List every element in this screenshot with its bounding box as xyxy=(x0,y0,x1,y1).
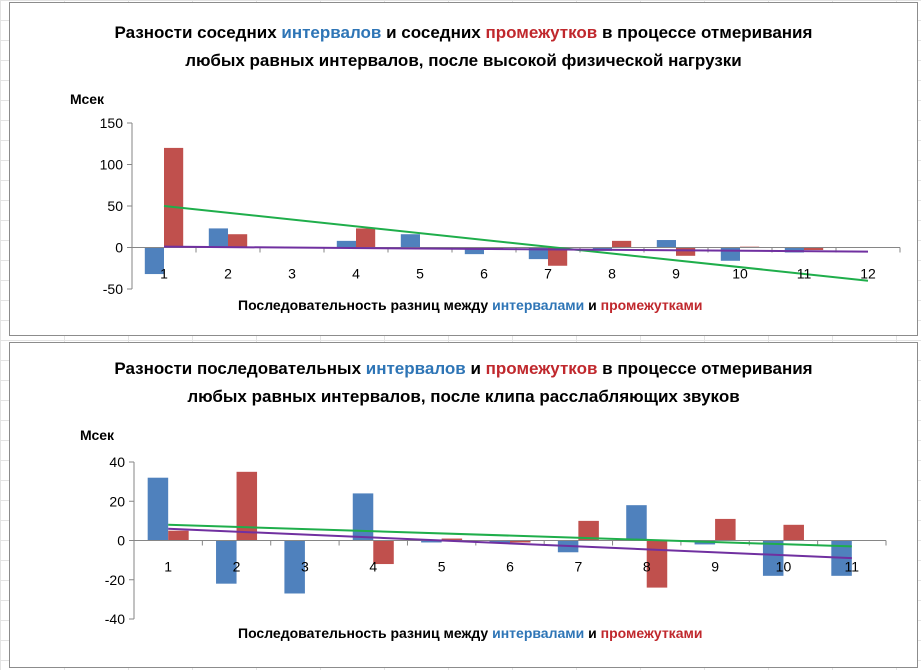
x-tick-label-top: 3 xyxy=(288,266,296,282)
title-intervals-word: интервалов xyxy=(281,23,382,42)
title-text: Разности соседних xyxy=(114,23,282,42)
gap-bar-bottom xyxy=(441,538,463,541)
interval-bar-top xyxy=(720,247,740,261)
chart-plot-bottom: -40 -20 0 20 40 1 2 3 4 5 6 7 8 9 10 11 xyxy=(105,454,887,627)
x-tick-label-bottom: 4 xyxy=(369,559,377,575)
trendline-trend_green-bottom xyxy=(168,523,852,548)
chart-title-top: Разности соседних интервалов и соседних … xyxy=(10,19,917,75)
x-tick-label-bottom: 9 xyxy=(711,559,719,575)
x-tick-label-top: 7 xyxy=(544,266,552,282)
x-tick-label-top: 8 xyxy=(608,266,616,282)
x-tick-label-top: 5 xyxy=(416,266,424,282)
y-tick-label-bottom: -20 xyxy=(105,572,125,588)
title-text: в процессе отмеривания любых равных инте… xyxy=(185,23,813,70)
interval-bar-bottom xyxy=(626,505,647,541)
y-unit-label-top: Мсек xyxy=(70,91,105,107)
xtitle-text: Последовательность разниц между xyxy=(238,625,493,641)
x-tick-label-bottom: 5 xyxy=(438,559,446,575)
x-tick-label-bottom: 1 xyxy=(164,559,172,575)
gap-bar-top xyxy=(228,234,248,248)
title-gaps-word: промежутков xyxy=(485,359,598,378)
interval-bar-bottom xyxy=(489,540,510,543)
x-tick-label-bottom: 3 xyxy=(301,559,309,575)
interval-bar-bottom xyxy=(762,540,784,576)
xtitle-intervals-word: интервалами xyxy=(492,297,585,313)
interval-bar-bottom xyxy=(216,540,237,584)
gap-bar-bottom xyxy=(715,518,736,541)
x-tick-label-top: 1 xyxy=(160,266,168,282)
x-axis-title-top: Последовательность разниц между интервал… xyxy=(238,297,702,313)
gap-bar-bottom xyxy=(646,540,668,588)
x-tick-label-bottom: 11 xyxy=(845,559,860,575)
interval-bar-top xyxy=(144,247,164,275)
gap-bar-bottom xyxy=(510,540,531,543)
interval-bar-top xyxy=(208,228,228,248)
x-tick-label-bottom: 8 xyxy=(643,559,651,575)
title-gaps-word: промежутков xyxy=(485,23,598,42)
x-tick-label-top: 4 xyxy=(352,266,360,282)
interval-bar-top xyxy=(400,234,420,248)
interval-bar-top xyxy=(528,247,548,260)
y-tick-label-top: -50 xyxy=(103,281,123,297)
gap-bar-bottom xyxy=(373,540,394,565)
xtitle-intervals-word: интервалами xyxy=(492,625,585,641)
title-text: и xyxy=(465,359,486,378)
x-tick-label-top: 6 xyxy=(480,266,488,282)
y-tick-label-bottom: -40 xyxy=(105,611,125,627)
gap-bar-bottom xyxy=(578,520,599,541)
x-axis-title-bottom: Последовательность разниц между интервал… xyxy=(238,625,702,641)
interval-bar-bottom xyxy=(284,540,305,594)
interval-bar-top xyxy=(464,247,484,255)
gap-bar-top xyxy=(164,147,184,248)
x-tick-label-top: 12 xyxy=(860,266,876,282)
x-tick-label-bottom: 7 xyxy=(574,559,582,575)
trendline-trend_purple-bottom xyxy=(168,527,852,560)
title-intervals-word: интервалов xyxy=(365,359,466,378)
xtitle-text: Последовательность разниц между xyxy=(238,297,493,313)
y-tick-label-bottom: 20 xyxy=(109,493,125,509)
xtitle-gaps-word: промежутками xyxy=(600,625,703,641)
interval-bar-top xyxy=(784,247,804,253)
gap-bar-bottom xyxy=(783,524,804,541)
xtitle-text: и xyxy=(584,297,601,313)
y-tick-label-bottom: 0 xyxy=(117,533,125,549)
interval-bar-bottom xyxy=(147,477,169,541)
gap-bar-top xyxy=(612,240,632,248)
gap-bar-bottom xyxy=(236,471,258,541)
title-text: Разности последовательных xyxy=(114,359,366,378)
title-text: в процессе отмеривания любых равных инте… xyxy=(187,359,813,406)
xtitle-text: и xyxy=(584,625,601,641)
gap-bar-top xyxy=(804,247,824,250)
chart-panel-top: Разности соседних интервалов и соседних … xyxy=(9,2,918,336)
title-text: и соседних xyxy=(381,23,486,42)
chart-title-bottom: Разности последовательных интервалов и п… xyxy=(10,355,917,411)
trendline-trend_purple-top xyxy=(163,245,869,253)
y-tick-label-top: 100 xyxy=(100,157,124,173)
gap-bar-bottom xyxy=(168,530,189,541)
x-tick-label-top: 2 xyxy=(224,266,232,282)
x-tick-label-bottom: 2 xyxy=(233,559,241,575)
x-tick-label-top: 9 xyxy=(672,266,680,282)
y-unit-label-bottom: Мсек xyxy=(80,427,115,443)
y-tick-label-top: 50 xyxy=(107,198,123,214)
y-tick-label-bottom: 40 xyxy=(109,454,125,470)
interval-bar-bottom xyxy=(352,493,374,541)
gap-bar-top xyxy=(676,247,696,256)
x-tick-label-top: 11 xyxy=(797,266,812,282)
interval-bar-top xyxy=(656,240,676,248)
interval-bar-bottom xyxy=(421,540,442,543)
x-tick-label-bottom: 6 xyxy=(506,559,514,575)
x-tick-label-bottom: 10 xyxy=(776,559,792,575)
gap-bar-top xyxy=(548,247,568,266)
x-tick-label-top: 10 xyxy=(732,266,748,282)
y-tick-label-top: 0 xyxy=(115,240,123,256)
interval-bar-top xyxy=(336,240,356,248)
chart-panel-bottom: Разности последовательных интервалов и п… xyxy=(9,342,918,668)
trendline-trend_green-top xyxy=(163,205,869,282)
xtitle-gaps-word: промежутками xyxy=(600,297,703,313)
gap-bar-top xyxy=(356,228,376,248)
y-tick-label-top: 150 xyxy=(100,115,124,131)
